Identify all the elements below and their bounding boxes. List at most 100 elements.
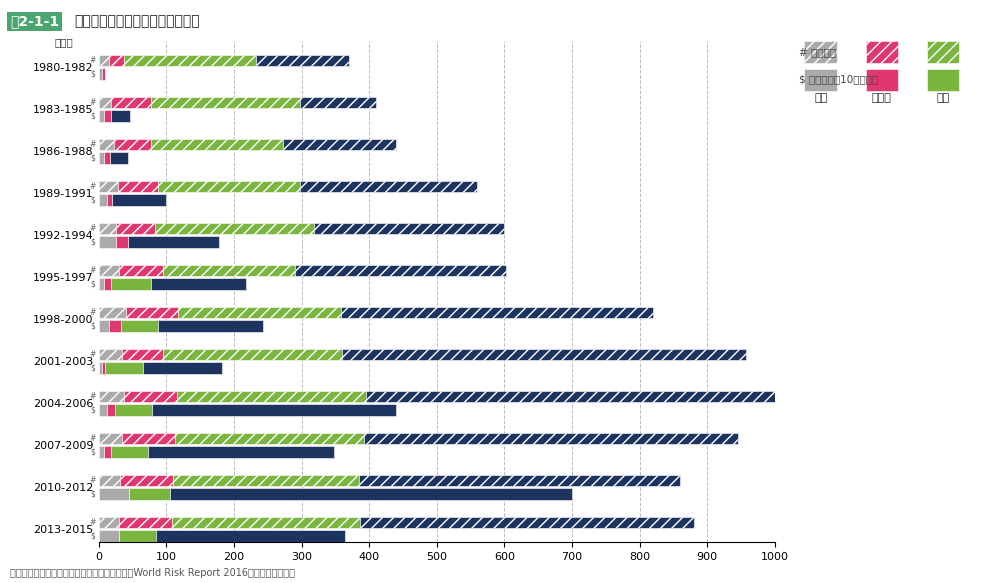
Text: $: $ [91, 532, 96, 540]
Bar [106, 362, 143, 374]
Bar [109, 152, 128, 164]
Bar [99, 404, 106, 416]
Bar [170, 489, 572, 500]
Bar [122, 349, 163, 360]
Bar [99, 236, 115, 248]
Bar [295, 265, 505, 276]
Text: #: # [89, 224, 96, 233]
Text: # 報告件数: # 報告件数 [799, 47, 835, 57]
Bar [99, 278, 104, 290]
Text: $: $ [91, 279, 96, 289]
Bar [255, 55, 348, 66]
Bar [300, 181, 477, 192]
Bar [119, 531, 156, 542]
Text: 洪水: 洪水 [936, 93, 949, 103]
Bar [127, 236, 219, 248]
Bar [99, 139, 113, 150]
Bar [176, 391, 366, 402]
Bar [106, 194, 112, 206]
Bar [115, 223, 155, 234]
Bar [124, 391, 176, 402]
Bar [129, 489, 170, 500]
Text: $: $ [91, 448, 96, 456]
Bar [314, 223, 504, 234]
Bar [99, 181, 117, 192]
Bar [163, 265, 295, 276]
Text: 地震: 地震 [813, 93, 826, 103]
Bar [99, 55, 108, 66]
Bar [99, 489, 129, 500]
Bar [117, 181, 158, 192]
Bar [99, 194, 106, 206]
Bar [108, 55, 123, 66]
Bar [99, 110, 104, 122]
Bar [340, 307, 653, 318]
Bar [104, 110, 110, 122]
Text: $: $ [91, 111, 96, 120]
Bar [99, 447, 104, 458]
Text: #: # [89, 98, 96, 107]
Bar [115, 236, 127, 248]
Text: $: $ [91, 490, 96, 498]
Bar [282, 139, 395, 150]
Bar [104, 447, 110, 458]
Bar [102, 68, 106, 79]
Bar [178, 307, 340, 318]
Bar [172, 517, 359, 528]
Bar [121, 320, 158, 332]
Bar [158, 320, 262, 332]
Bar [112, 194, 166, 206]
Bar [102, 362, 106, 374]
Text: （年）: （年） [54, 37, 73, 47]
Bar [110, 110, 130, 122]
Bar [99, 68, 102, 79]
Bar [99, 531, 119, 542]
Bar [175, 433, 364, 444]
Text: $: $ [91, 69, 96, 78]
Text: #: # [89, 434, 96, 443]
Bar [104, 152, 109, 164]
Bar [99, 391, 124, 402]
Bar [359, 475, 679, 486]
Text: #: # [89, 56, 96, 65]
Text: 干ばつ: 干ばつ [871, 93, 891, 103]
Text: $: $ [91, 363, 96, 373]
Text: $: $ [91, 321, 96, 331]
Bar [99, 517, 119, 528]
Bar [125, 307, 178, 318]
Bar [155, 223, 314, 234]
Bar [143, 362, 222, 374]
Text: $: $ [91, 237, 96, 247]
Bar [99, 265, 119, 276]
Bar [99, 307, 125, 318]
Bar [99, 433, 122, 444]
Bar [99, 223, 115, 234]
Bar [99, 362, 102, 374]
Bar [119, 265, 163, 276]
Text: 資料：国連大学環境・人間の安全保障研究所「World Risk Report 2016」より環境省作成: 資料：国連大学環境・人間の安全保障研究所「World Risk Report 2… [10, 568, 295, 578]
Bar [173, 475, 359, 486]
Text: #: # [89, 350, 96, 359]
Text: #: # [89, 392, 96, 401]
Bar [99, 152, 104, 164]
Bar [114, 404, 152, 416]
Text: $: $ [91, 153, 96, 163]
Bar [156, 531, 345, 542]
Text: #: # [89, 266, 96, 275]
Bar [122, 433, 175, 444]
Text: $ 総被害額（10億ドル）: $ 総被害額（10億ドル） [799, 75, 878, 85]
Bar [359, 517, 693, 528]
Bar [99, 97, 110, 108]
Text: 自然災害の発生数及び被害総額: 自然災害の発生数及び被害総額 [74, 15, 199, 29]
Bar [106, 404, 114, 416]
Bar [151, 139, 282, 150]
Text: #: # [89, 518, 96, 527]
Bar [163, 349, 342, 360]
Bar [342, 349, 745, 360]
Bar [110, 97, 151, 108]
Bar [120, 475, 173, 486]
Bar [366, 391, 788, 402]
Text: 図2-1-1: 図2-1-1 [10, 15, 59, 29]
Text: $: $ [91, 195, 96, 205]
Bar [123, 55, 255, 66]
